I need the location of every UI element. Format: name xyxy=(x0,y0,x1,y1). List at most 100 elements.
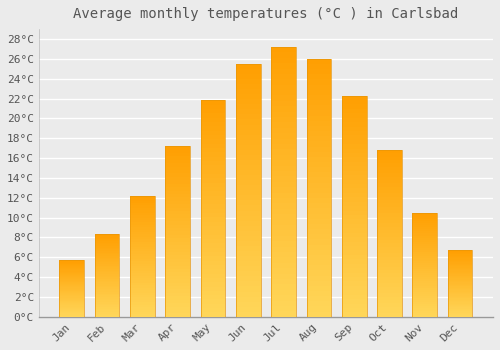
Bar xyxy=(236,165,260,170)
Bar xyxy=(94,277,120,279)
Bar xyxy=(94,246,120,248)
Bar xyxy=(448,274,472,275)
Bar xyxy=(200,252,226,256)
Bar xyxy=(236,114,260,119)
Bar xyxy=(94,272,120,274)
Bar xyxy=(200,217,226,222)
Bar xyxy=(448,250,472,252)
Bar xyxy=(94,251,120,253)
Bar xyxy=(342,140,366,144)
Bar xyxy=(377,314,402,317)
Bar xyxy=(60,276,84,277)
Bar xyxy=(342,233,366,237)
Bar xyxy=(306,162,331,167)
Bar xyxy=(130,222,155,225)
Bar xyxy=(236,185,260,190)
Bar xyxy=(306,281,331,286)
Bar xyxy=(94,299,120,300)
Bar xyxy=(200,209,226,213)
Bar xyxy=(130,273,155,276)
Bar xyxy=(236,220,260,226)
Bar xyxy=(271,122,296,128)
Bar xyxy=(200,300,226,304)
Bar xyxy=(94,286,120,287)
Bar xyxy=(200,295,226,300)
Bar xyxy=(60,309,84,310)
Bar xyxy=(306,245,331,250)
Bar xyxy=(377,167,402,170)
Bar xyxy=(377,160,402,163)
Bar xyxy=(342,259,366,264)
Bar xyxy=(60,310,84,311)
Bar xyxy=(412,271,437,273)
Bar xyxy=(236,130,260,135)
Bar xyxy=(271,171,296,176)
Bar xyxy=(94,254,120,256)
Bar xyxy=(271,274,296,279)
Bar xyxy=(271,90,296,96)
Bar xyxy=(306,198,331,203)
Bar xyxy=(448,256,472,257)
Bar xyxy=(342,96,366,100)
Bar xyxy=(306,105,331,110)
Bar xyxy=(412,225,437,227)
Bar xyxy=(271,263,296,268)
Bar xyxy=(271,290,296,295)
Bar xyxy=(60,293,84,294)
Bar xyxy=(306,141,331,147)
Bar xyxy=(412,240,437,242)
Bar xyxy=(236,195,260,201)
Bar xyxy=(94,314,120,315)
Bar xyxy=(342,255,366,259)
Bar xyxy=(130,268,155,271)
Bar xyxy=(166,313,190,317)
Bar xyxy=(271,220,296,225)
Bar xyxy=(306,69,331,74)
Bar xyxy=(342,264,366,268)
Bar xyxy=(448,313,472,314)
Bar xyxy=(94,297,120,299)
Bar xyxy=(271,96,296,101)
Bar xyxy=(166,235,190,238)
Bar xyxy=(342,290,366,295)
Bar xyxy=(130,295,155,298)
Bar xyxy=(130,237,155,239)
Bar xyxy=(306,64,331,69)
Bar xyxy=(412,229,437,231)
Bar xyxy=(236,69,260,74)
Bar xyxy=(377,150,402,153)
Bar xyxy=(306,147,331,152)
Bar xyxy=(306,239,331,245)
Bar xyxy=(236,246,260,251)
Bar xyxy=(200,247,226,252)
Bar xyxy=(448,275,472,277)
Bar xyxy=(200,122,226,126)
Bar xyxy=(448,286,472,288)
Bar xyxy=(377,203,402,207)
Bar xyxy=(236,84,260,89)
Bar xyxy=(342,277,366,281)
Bar xyxy=(236,241,260,246)
Bar xyxy=(377,187,402,190)
Bar xyxy=(236,266,260,271)
Bar xyxy=(448,280,472,281)
Bar xyxy=(412,238,437,240)
Bar xyxy=(448,261,472,262)
Bar xyxy=(412,269,437,271)
Bar xyxy=(448,281,472,282)
Bar xyxy=(412,267,437,269)
Bar xyxy=(306,286,331,291)
Bar xyxy=(342,193,366,197)
Bar xyxy=(412,215,437,217)
Bar xyxy=(166,293,190,296)
Bar xyxy=(236,226,260,231)
Bar xyxy=(236,261,260,266)
Bar xyxy=(60,301,84,302)
Bar xyxy=(306,203,331,209)
Bar xyxy=(342,224,366,228)
Bar xyxy=(271,295,296,301)
Bar xyxy=(271,203,296,209)
Bar xyxy=(377,177,402,180)
Bar xyxy=(166,286,190,289)
Bar xyxy=(412,308,437,310)
